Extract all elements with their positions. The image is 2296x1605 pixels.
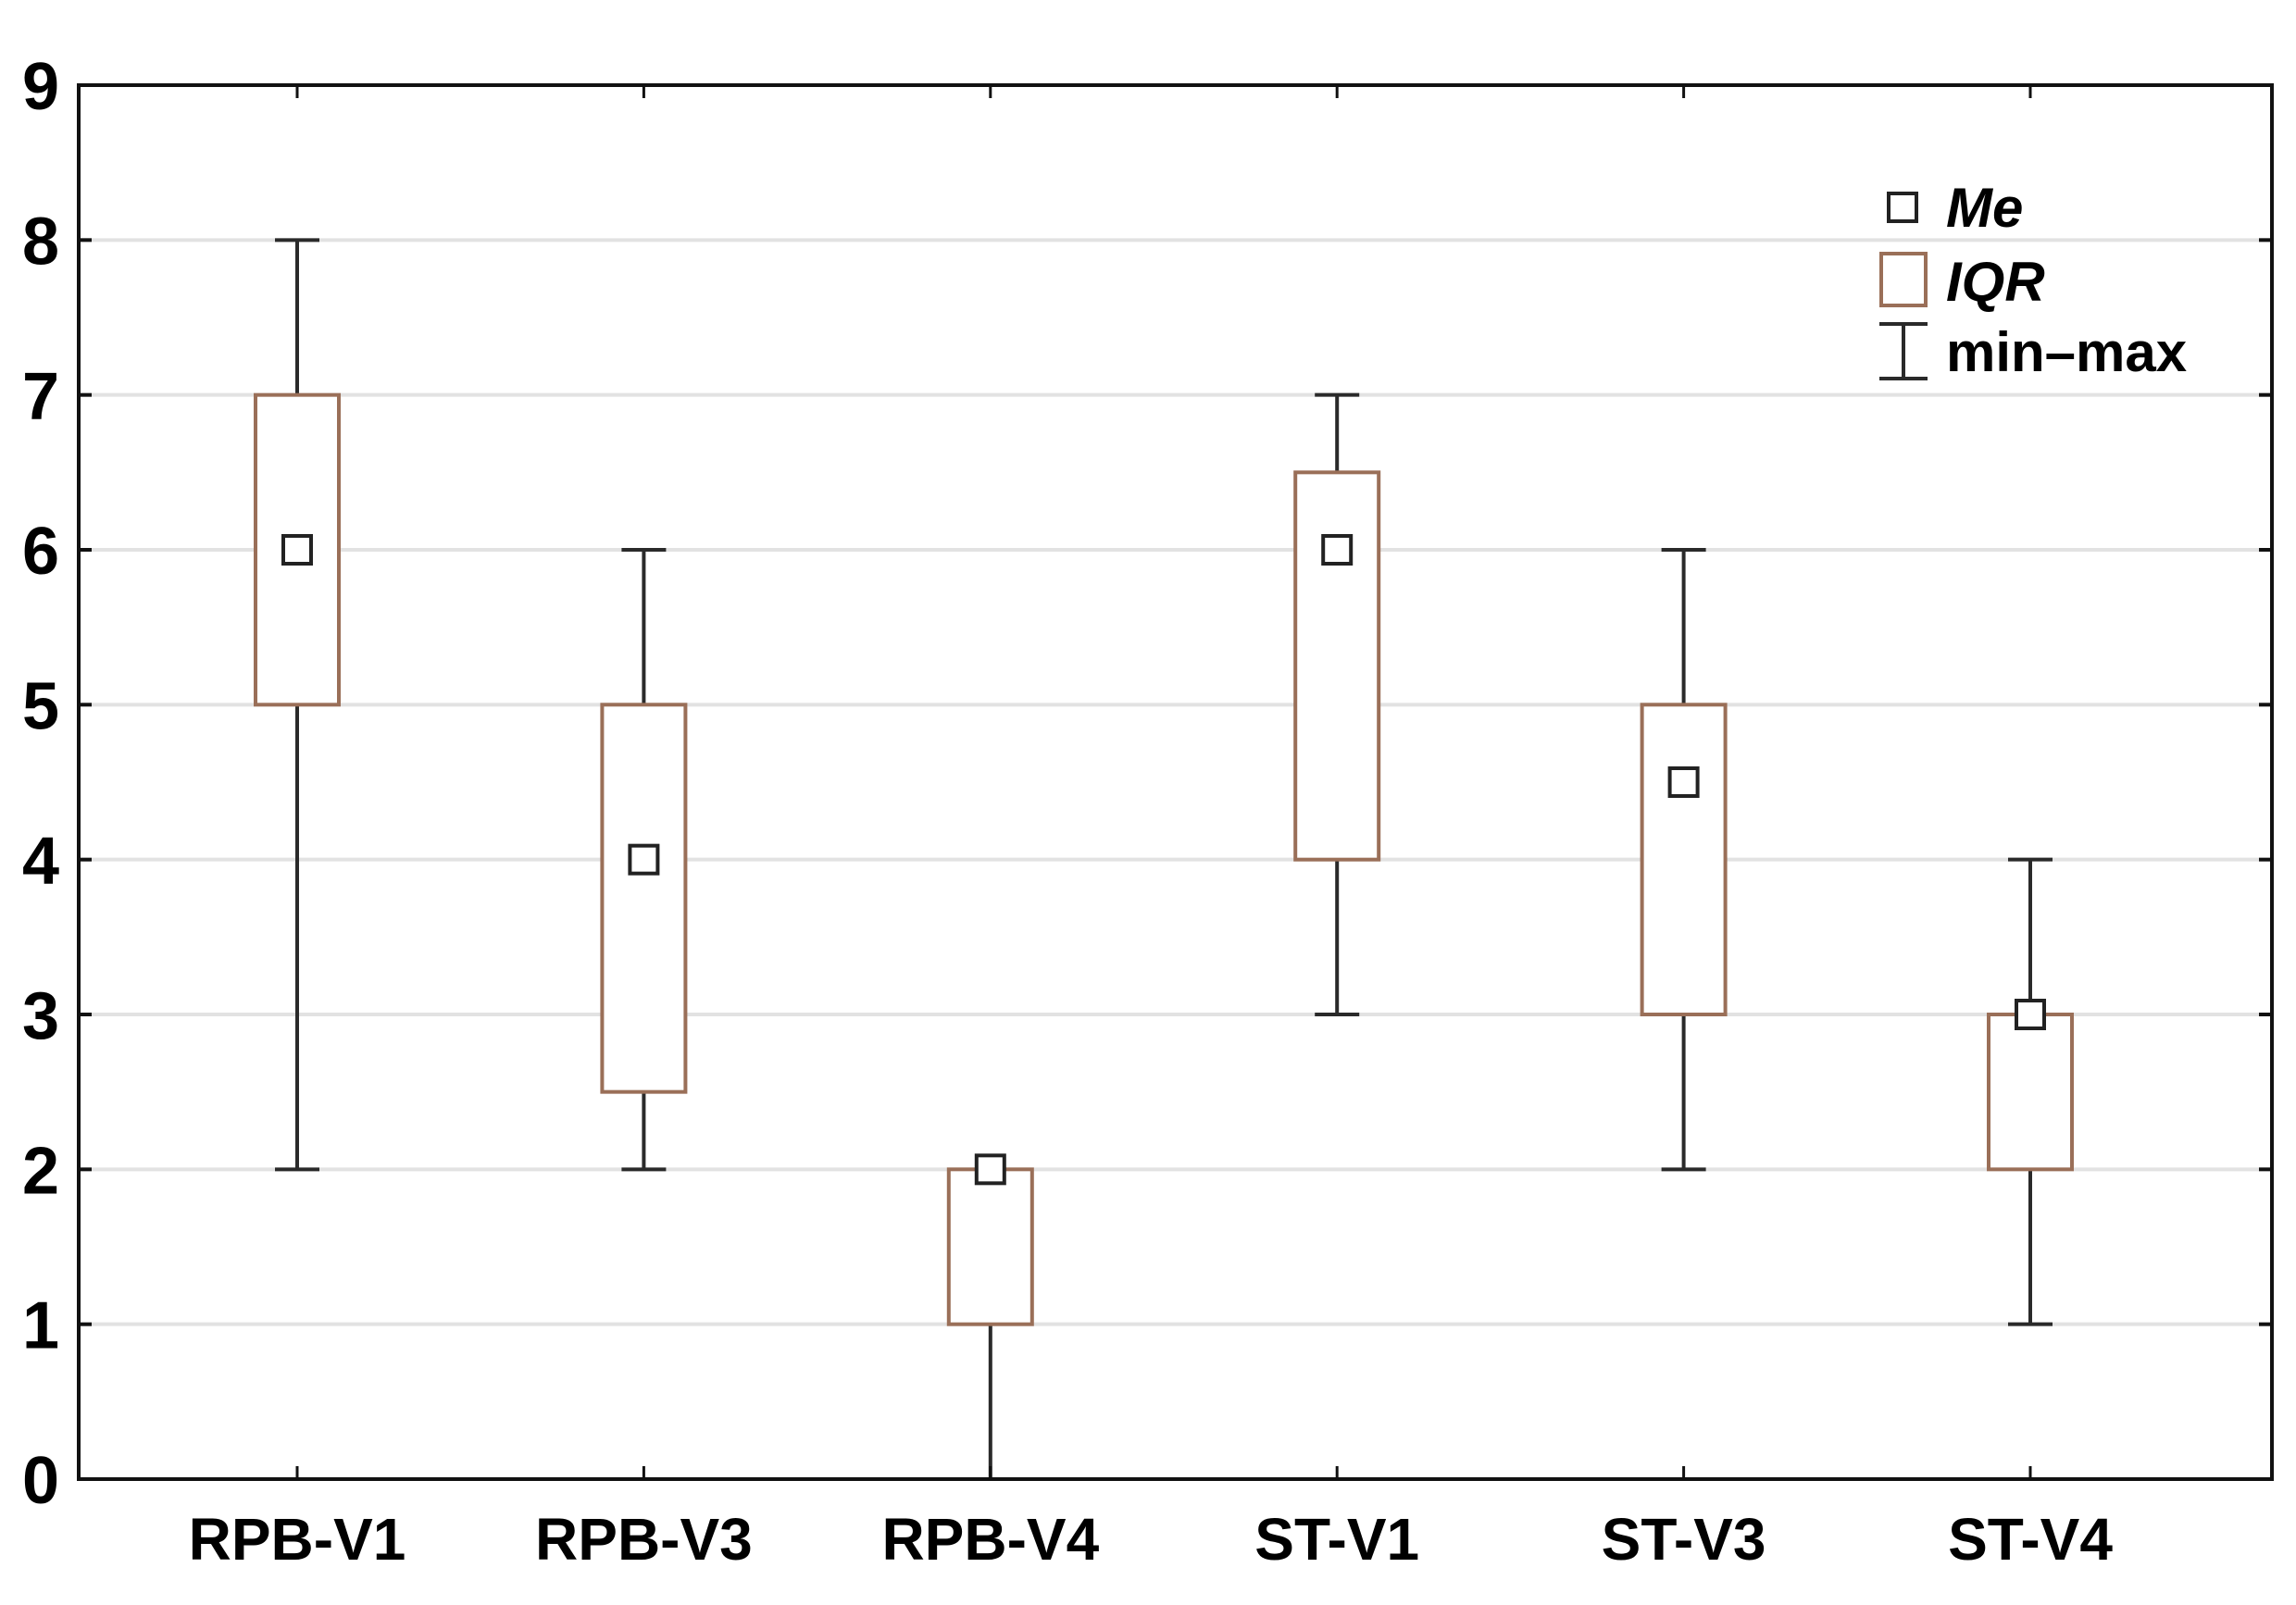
legend-label-min-max: min–max: [1946, 321, 2187, 383]
y-tick-label: 9: [22, 50, 59, 124]
iqr-box: [1640, 703, 1728, 1016]
x-tick-label: ST-V3: [1602, 1506, 1766, 1573]
y-tick-label: 3: [22, 979, 59, 1053]
legend-median-marker: [1887, 192, 1918, 223]
y-tick-label: 8: [22, 205, 59, 279]
median-marker: [1321, 534, 1354, 566]
y-tick-label: 1: [22, 1289, 59, 1363]
boxes: [254, 238, 2074, 1481]
iqr-box: [1293, 470, 1381, 862]
legend-label-median: Me: [1946, 177, 2023, 239]
box-rpb-v1: [254, 238, 341, 1172]
y-axis-tick-labels: 0 1 2 3 4 5 6 7 8 9: [22, 50, 59, 1518]
box-st-v4: [1987, 857, 2074, 1326]
legend-label-iqr: IQR: [1946, 251, 2045, 313]
box-st-v1: [1293, 392, 1381, 1016]
median-marker: [281, 534, 313, 566]
median-marker: [1667, 766, 1700, 798]
iqr-box: [600, 703, 688, 1094]
median-marker: [2015, 999, 2046, 1030]
box-rpb-v4: [946, 1153, 1034, 1481]
y-tick-label: 2: [22, 1134, 59, 1208]
legend-iqr-marker: [1879, 252, 1928, 307]
y-tick-label: 0: [22, 1444, 59, 1518]
y-tick-label: 6: [22, 515, 59, 589]
median-marker: [628, 843, 660, 876]
y-tick-label: 7: [22, 360, 59, 434]
x-tick-label: ST-V4: [1948, 1506, 2113, 1573]
y-tick-label: 4: [22, 825, 59, 899]
gridlines: [79, 238, 2272, 1326]
iqr-box: [946, 1167, 1034, 1326]
legend: Me IQR min–max: [1879, 177, 2187, 383]
x-tick-label: RPB-V3: [535, 1506, 753, 1573]
plot-frame: [77, 83, 2274, 1481]
median-marker: [974, 1153, 1006, 1186]
x-tick-label: ST-V1: [1254, 1506, 1419, 1573]
x-tick-label: RPB-V4: [881, 1506, 1099, 1573]
box-rpb-v3: [600, 548, 688, 1172]
axis-ticks: [79, 83, 2272, 1481]
x-axis-tick-labels: RPB-V1 RPB-V3 RPB-V4 ST-V1 ST-V3 ST-V4: [189, 1506, 2114, 1573]
x-tick-label: RPB-V1: [189, 1506, 406, 1573]
legend-whisker-marker: [1879, 322, 1928, 380]
box-st-v3: [1640, 548, 1728, 1172]
y-tick-label: 5: [22, 669, 59, 743]
iqr-box: [1987, 1013, 2074, 1172]
